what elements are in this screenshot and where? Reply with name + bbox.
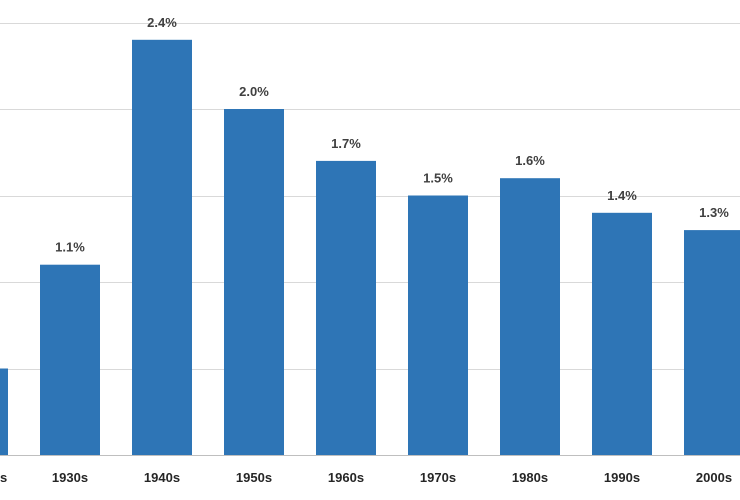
tick-label-1940s: 1940s <box>144 470 180 485</box>
data-label-1940s: 2.4% <box>147 15 177 30</box>
tick-label-1930s: 1930s <box>52 470 88 485</box>
tick-label-2000s: 2000s <box>696 470 732 485</box>
tick-label-1970s: 1970s <box>420 470 456 485</box>
bar-2000s <box>684 230 740 455</box>
x-axis-tick-labels: s 1930s 1940s 1950s 1960s 1970s 1980s 1990s 2000… <box>0 470 732 485</box>
bars <box>0 39 740 456</box>
tick-label-1980s: 1980s <box>512 470 548 485</box>
bar-1970s <box>408 195 468 455</box>
data-label-1980s: 1.6% <box>515 153 545 168</box>
tick-label-1990s: 1990s <box>604 470 640 485</box>
bar-1930s <box>40 264 100 455</box>
bar-1950s <box>224 109 284 455</box>
bar-1980s <box>500 178 560 455</box>
data-label-1990s: 1.4% <box>607 188 637 203</box>
tick-label-1920s: s <box>0 470 7 485</box>
bar-1920s <box>0 368 8 455</box>
tick-label-1960s: 1960s <box>328 470 364 485</box>
data-label-2000s: 1.3% <box>699 205 729 220</box>
data-labels: 1.1% 2.4% 2.0% 1.7% 1.5% 1.6% 1.4% 1.3% <box>55 15 729 255</box>
bar-1960s <box>316 160 376 455</box>
bar-1940s <box>132 39 192 456</box>
data-label-1950s: 2.0% <box>239 84 269 99</box>
data-label-1930s: 1.1% <box>55 240 85 255</box>
bar-1990s <box>592 212 652 455</box>
data-label-1970s: 1.5% <box>423 171 453 186</box>
tick-label-1950s: 1950s <box>236 470 272 485</box>
data-label-1960s: 1.7% <box>331 136 361 151</box>
